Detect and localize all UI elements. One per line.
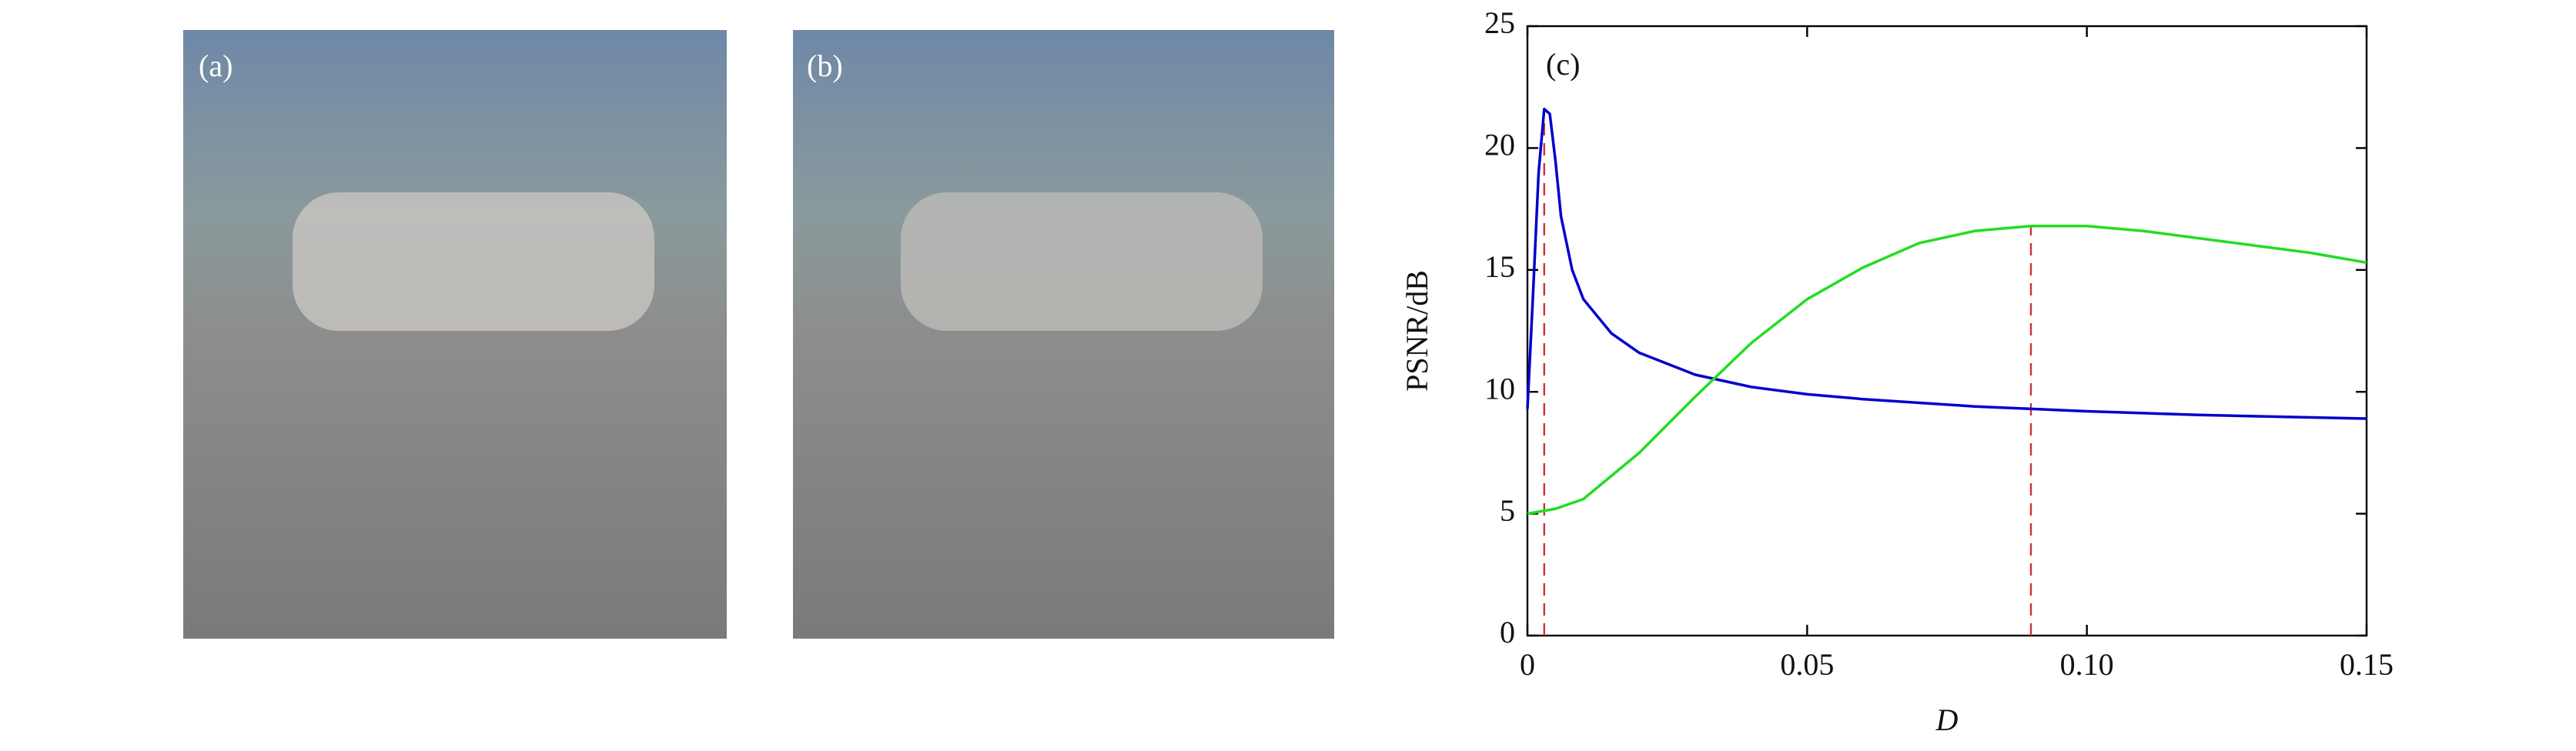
photo — [183, 30, 727, 639]
plot-frame — [1526, 25, 2368, 637]
y-tick-label: 15 — [1484, 249, 1515, 284]
x-tick-label: 0 — [1520, 647, 1535, 682]
y-tick-label: 25 — [1484, 5, 1515, 40]
data-line — [1526, 107, 2367, 420]
y-axis-label: PSNR/dB — [1400, 270, 1434, 392]
photo-b: (b) — [793, 30, 1334, 639]
panel-label: (b) — [807, 48, 843, 83]
y-tick-label: 0 — [1500, 615, 1515, 649]
car — [293, 192, 654, 331]
y-tick-label: 10 — [1484, 371, 1515, 406]
panel-label: (a) — [199, 48, 233, 83]
photo-a: (a) — [183, 30, 727, 639]
x-tick-label: 0.15 — [2340, 647, 2394, 682]
y-tick-label: 20 — [1484, 128, 1515, 162]
y-tick-label: 5 — [1500, 493, 1515, 528]
x-tick-label: 0.10 — [2060, 647, 2114, 682]
photo — [793, 30, 1334, 639]
panel-label: (c) — [1546, 47, 1580, 82]
x-axis-label: D — [1935, 703, 1959, 737]
data-line — [1527, 225, 2367, 516]
x-tick-label: 0.05 — [1780, 647, 1834, 682]
car — [901, 192, 1263, 331]
